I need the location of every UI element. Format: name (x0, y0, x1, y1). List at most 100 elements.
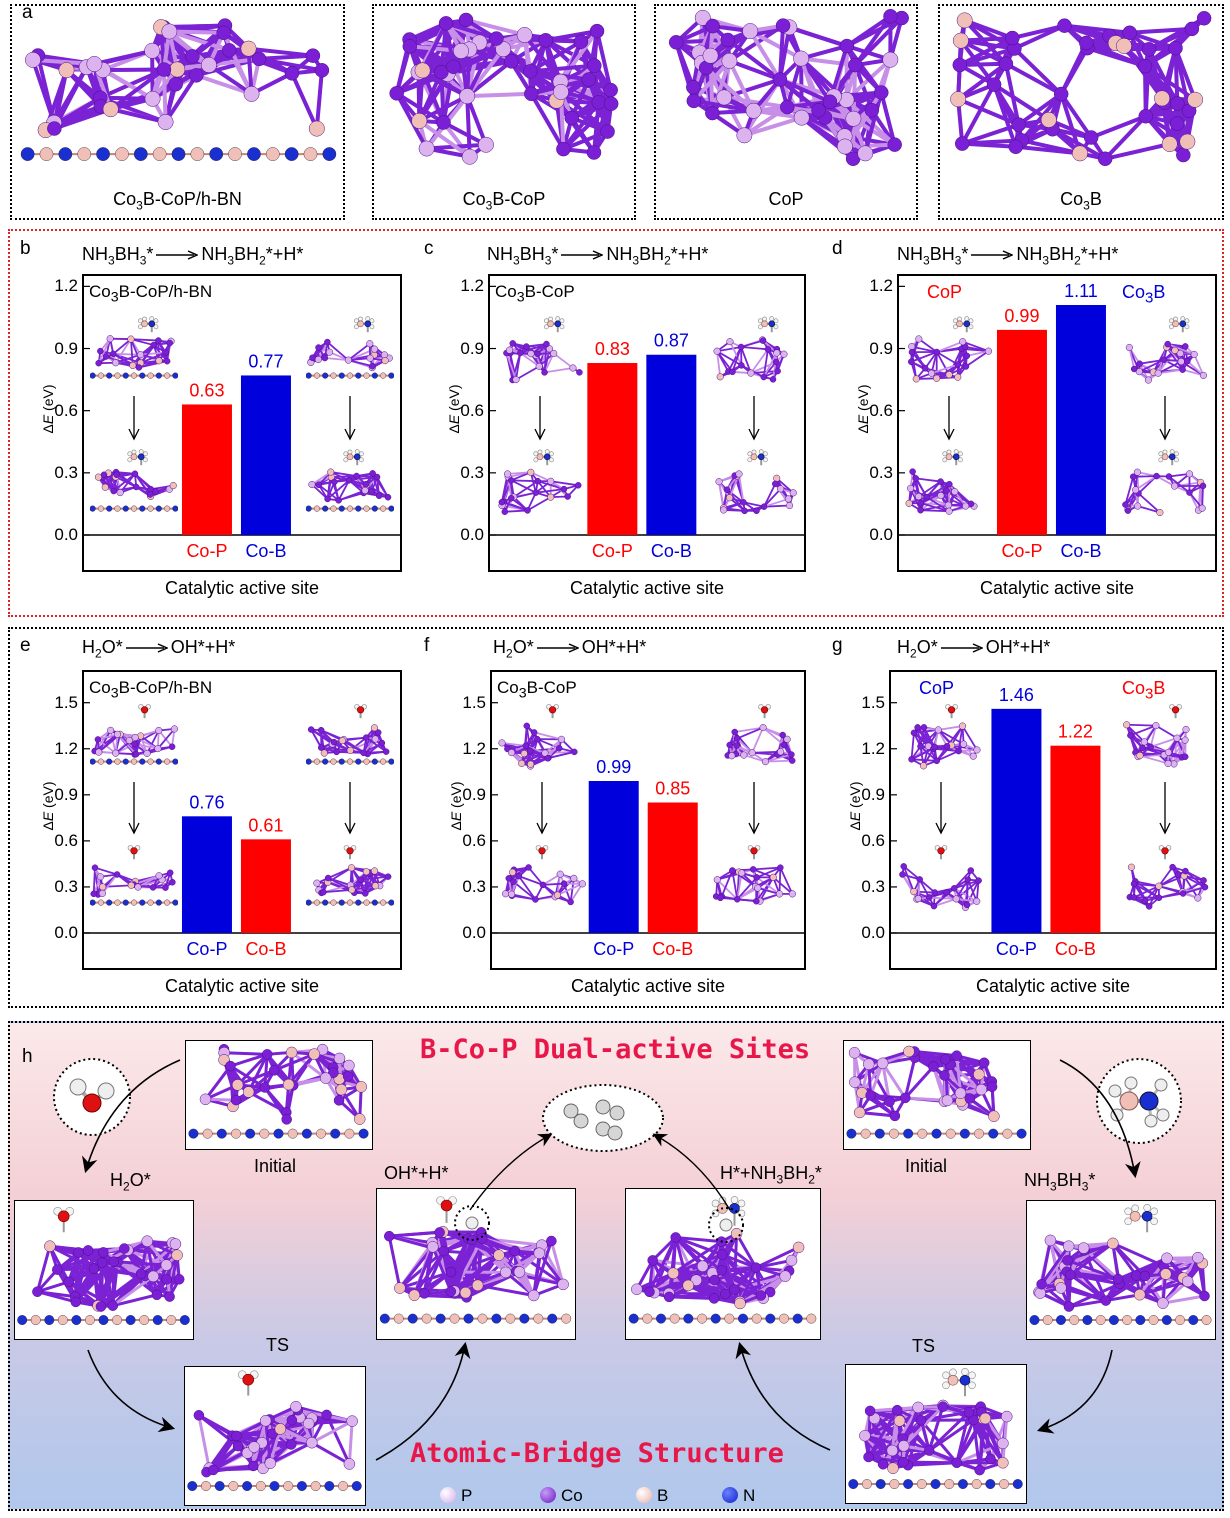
inset-final-left (501, 845, 586, 906)
inset-structure (498, 704, 578, 770)
arrow-h2o-to-ts (87, 1349, 176, 1433)
structure-image-nh3bh3-adsorbed (1029, 1204, 1212, 1325)
h2o-molecule-icon (69, 1078, 115, 1113)
bar-co-b (646, 354, 697, 535)
arrow-icon (156, 250, 199, 260)
y-tick-label: 0.0 (869, 525, 893, 544)
dual-sites-title: B-Co-P Dual-active Sites (420, 1034, 811, 1065)
caption-h2o: H2O* (110, 1170, 151, 1194)
site-label-left: CoP (927, 282, 963, 302)
subscript: 2 (95, 646, 102, 661)
inset-structure (306, 704, 394, 765)
structure-image-h-nh3bh2 (628, 1196, 817, 1324)
subscript: 3 (513, 253, 520, 268)
bar-co-p (587, 363, 638, 535)
legend-co-label: Co (561, 1486, 583, 1505)
chart-frame-e: 0.76 Co-P 0.61 Co-B (82, 670, 402, 970)
y-tick-label: 0.0 (54, 923, 78, 942)
inset-structure (1122, 449, 1207, 517)
value-label: 0.87 (654, 331, 689, 351)
inset-structure (501, 845, 586, 906)
atomic-structure-nh3bh3-adsorbed (1029, 1204, 1212, 1325)
bar-co-p (996, 329, 1047, 535)
inset-structure (498, 449, 582, 515)
down-arrow-icon (748, 396, 760, 441)
inset-structure (90, 449, 178, 512)
inset-structure (908, 704, 981, 770)
subscript: 2 (506, 646, 513, 661)
panel-label-d: d (832, 238, 843, 259)
structure-image-initial-right (846, 1045, 1027, 1139)
y-tick-label: 1.2 (869, 276, 893, 296)
chart-frame-c: 0.83 Co-P 0.87 Co-B (488, 274, 806, 572)
inset-structure (713, 316, 788, 383)
category-label: Co-P (592, 541, 633, 561)
structure-image-3 (668, 9, 909, 166)
dotted-circle (708, 1207, 744, 1243)
reaction-arrow (940, 643, 983, 653)
reaction-arrow (971, 250, 1014, 260)
y-tick-label: 0.9 (861, 784, 885, 804)
category-label: Co-B (1055, 939, 1096, 959)
structure-caption-2: Co3B-CoP (462, 189, 546, 213)
reaction-equation-g: H2O* OH*+H* (897, 637, 1051, 661)
h-atom-circle-2 (708, 1207, 744, 1243)
bar-co-p (991, 708, 1042, 933)
reaction-arrow (156, 250, 199, 260)
y-tick-label: 1.2 (462, 738, 486, 758)
chart-svg-e: 0.76 Co-P 0.61 Co-B (84, 702, 400, 959)
subscript: 3 (110, 685, 119, 702)
subscript: 2 (123, 1179, 130, 1194)
structure-h2o-adsorbed (14, 1200, 194, 1340)
subscript: 3 (518, 685, 527, 702)
panel-label-b: b (20, 238, 31, 259)
legend-p-swatch (440, 1487, 456, 1503)
subscript: 3 (776, 1172, 784, 1187)
caption-initial-right: Initial (905, 1156, 948, 1176)
structure-oh-h (376, 1188, 576, 1340)
bar-co-b (240, 375, 291, 535)
inset-initial-left (908, 704, 981, 770)
h2-release-ellipse (542, 1084, 664, 1152)
legend-co-swatch (540, 1487, 556, 1503)
value-label: 1.11 (1064, 281, 1098, 301)
down-arrow-icon (534, 396, 546, 441)
structure-caption-1: Co3B-CoP/h-BN (113, 189, 242, 213)
structure-image-initial-left (188, 1043, 369, 1139)
subscript: 2 (664, 253, 671, 268)
structure-image-4 (950, 10, 1212, 167)
chart-frame-b: 0.63 Co-P 0.77 Co-B (82, 274, 402, 572)
inset-structure (1126, 845, 1209, 910)
structure-initial-right (843, 1040, 1031, 1150)
y-tick-label: 0.6 (460, 400, 484, 420)
h-atom (465, 1216, 479, 1230)
subscript: 3 (544, 253, 552, 268)
y-tick-label: 0.6 (861, 830, 885, 850)
inset-final-left (905, 449, 978, 515)
y-tick-label: 0.6 (54, 830, 78, 850)
subscript: 3 (1145, 289, 1154, 307)
structure-image-oh-h (379, 1196, 572, 1324)
atomic-structure-oh-h (379, 1196, 572, 1324)
inset-structure (1125, 316, 1208, 384)
panel-group-bcd (8, 229, 1224, 617)
arrow-h-release-right (652, 1133, 731, 1211)
arrow-icon (536, 643, 579, 653)
subscript: 3 (954, 253, 962, 268)
inset-initial-right (724, 704, 796, 766)
legend-n: N (722, 1486, 755, 1506)
dotted-ellipse (542, 1084, 664, 1152)
inset-structure (712, 845, 796, 905)
subscript: 2 (808, 1172, 815, 1187)
inset-structure (907, 316, 993, 383)
atomic-structure-ts-left (187, 1370, 362, 1491)
subscript: 3 (110, 289, 119, 306)
reaction-arrow (125, 643, 168, 653)
caption-ts-right: TS (912, 1336, 936, 1356)
structure-box-2: Co3B-CoP (372, 4, 636, 220)
structure-ts-left (184, 1366, 366, 1506)
reaction-equation-d: NH3BH3* NH3BH2*+H* (897, 244, 1119, 268)
inset-structure (90, 845, 178, 906)
legend-n-label: N (743, 1486, 756, 1505)
